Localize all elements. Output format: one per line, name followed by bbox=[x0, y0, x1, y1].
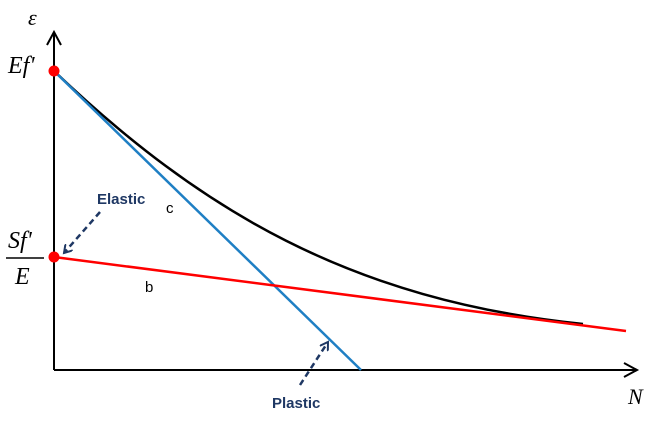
plastic-strain-line bbox=[53, 70, 362, 371]
fraction-numerator: Sf' bbox=[8, 228, 33, 254]
line-b-label: b bbox=[145, 279, 153, 296]
curve-c-label: c bbox=[166, 200, 174, 217]
x-axis-label: N bbox=[627, 384, 644, 409]
elastic-annotation: Elastic bbox=[97, 191, 145, 208]
lower-intercept-point bbox=[48, 251, 60, 263]
y-axis-arrow bbox=[46, 29, 62, 46]
x-axis-arrow bbox=[623, 362, 640, 378]
plastic-annotation: Plastic bbox=[272, 395, 320, 412]
plastic-arrow bbox=[298, 342, 330, 386]
fatigue-ductility-coefficient-label: Ef' bbox=[7, 53, 35, 79]
fraction-denominator: E bbox=[14, 264, 30, 290]
axes bbox=[46, 29, 640, 378]
upper-intercept-point bbox=[48, 65, 60, 77]
total-strain-curve bbox=[53, 70, 584, 326]
elastic-arrow bbox=[64, 211, 101, 253]
y-axis-label: ε bbox=[28, 5, 37, 30]
fatigue-strength-fraction-label: Sf' E bbox=[6, 228, 44, 290]
elastic-strain-line bbox=[53, 255, 627, 333]
